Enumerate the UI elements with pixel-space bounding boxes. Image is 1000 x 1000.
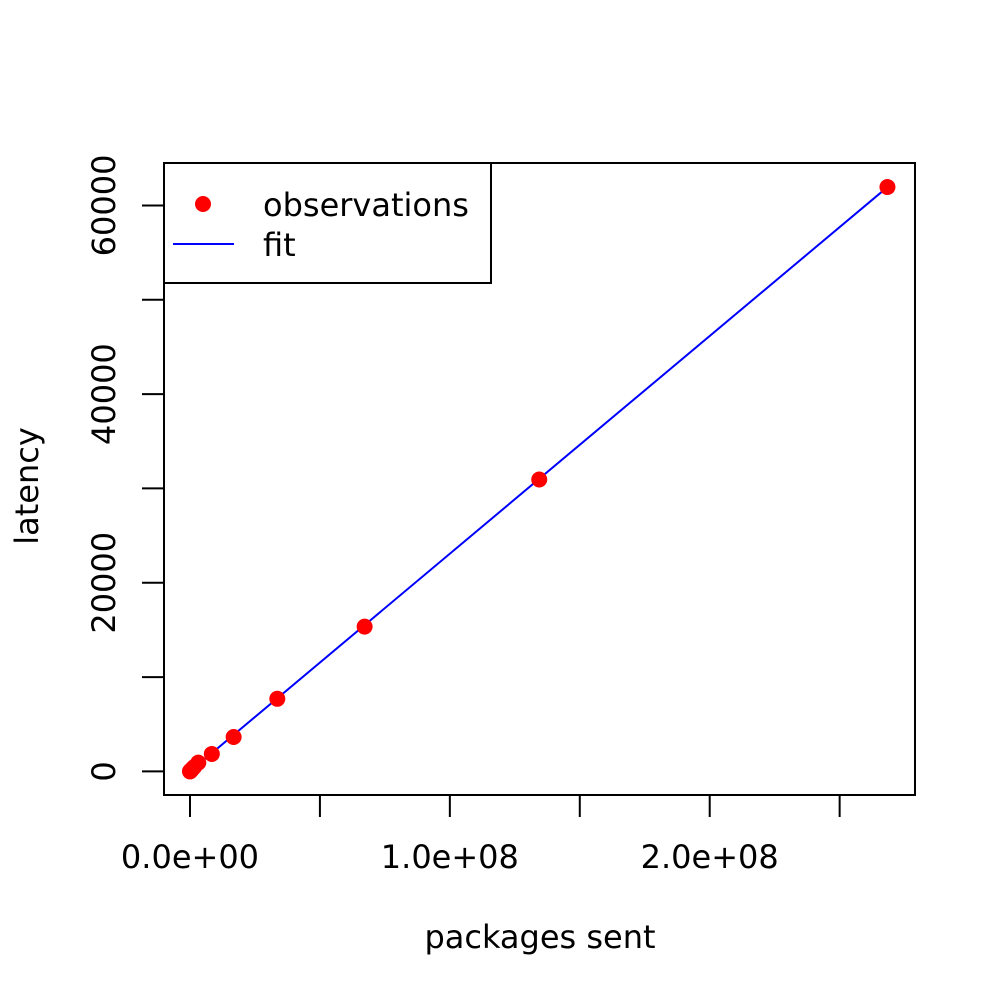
observation-point — [203, 745, 220, 762]
x-axis-label: packages sent — [424, 918, 655, 956]
y-axis: 0 20000 40000 60000 — [85, 155, 165, 782]
x-axis: 0.0e+00 1.0e+08 2.0e+08 — [121, 794, 841, 876]
observation-point — [269, 690, 286, 707]
y-tick-label: 20000 — [85, 532, 123, 634]
observation-point — [531, 471, 548, 488]
observation-point — [356, 618, 373, 635]
y-tick-label: 40000 — [85, 343, 123, 445]
legend-observations-label: observations — [263, 186, 469, 224]
y-tick-label: 0 — [85, 761, 123, 781]
observation-point — [225, 728, 242, 745]
legend-observations-marker — [195, 196, 211, 212]
observation-points-layer — [181, 179, 896, 780]
x-tick-label: 0.0e+00 — [121, 838, 259, 876]
observation-point — [190, 754, 207, 771]
legend-fit-label: fit — [263, 226, 296, 264]
legend: observations fit — [163, 162, 492, 284]
x-tick-label: 1.0e+08 — [381, 838, 519, 876]
observation-point — [879, 179, 896, 196]
x-tick-label: 2.0e+08 — [641, 838, 779, 876]
y-tick-label: 60000 — [85, 155, 123, 257]
legend-box — [163, 162, 492, 284]
y-axis-label: latency — [8, 427, 46, 545]
